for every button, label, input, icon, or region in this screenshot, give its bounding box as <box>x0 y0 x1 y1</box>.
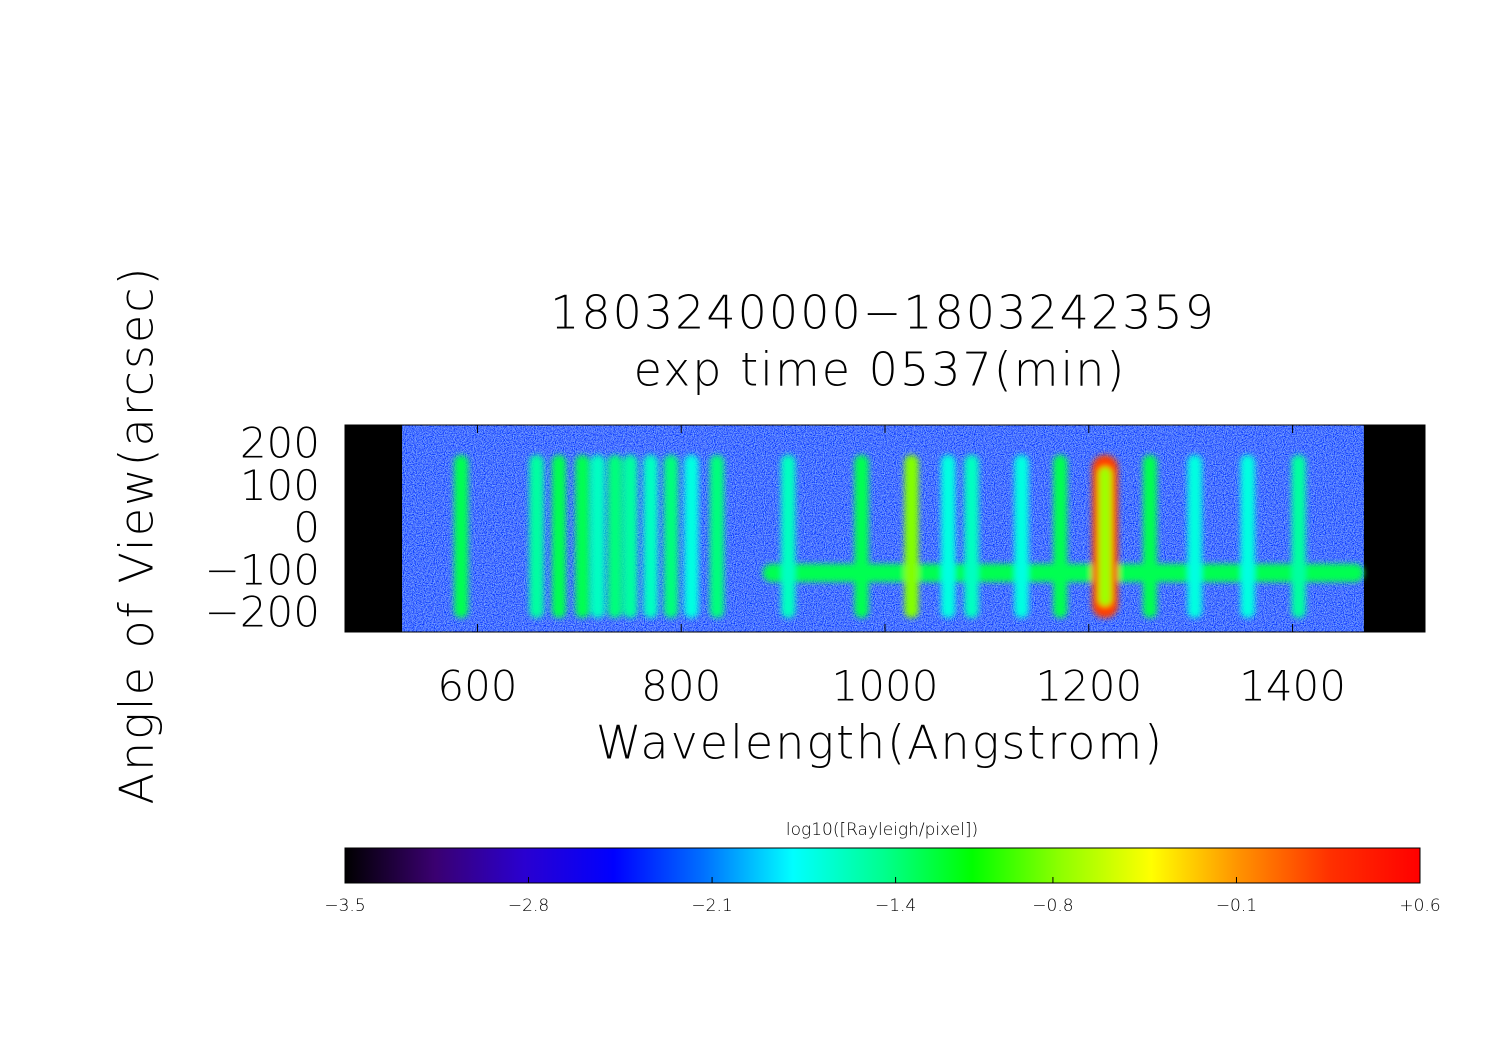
emission-line <box>590 455 605 618</box>
colorbar-tick-label: −1.4 <box>875 896 916 916</box>
emission-line <box>941 455 956 618</box>
colorbar-tick-label: −3.5 <box>324 896 365 916</box>
colorbar-tick-label: −0.1 <box>1216 896 1257 916</box>
colorbar-tick-label: −2.8 <box>508 896 549 916</box>
emission-core <box>1098 467 1112 606</box>
emission-line <box>1240 455 1255 618</box>
y-tick-label: 100 <box>240 461 320 510</box>
sky-background <box>402 425 1364 632</box>
emission-line <box>623 455 638 618</box>
emission-line <box>1053 455 1068 618</box>
emission-line <box>664 455 679 618</box>
emission-line <box>1142 455 1157 618</box>
y-tick-label: −100 <box>205 545 320 594</box>
emission-line <box>684 455 699 618</box>
y-tick-label: −200 <box>205 588 320 637</box>
x-tick-label: 800 <box>641 662 721 711</box>
emission-line <box>1291 455 1306 618</box>
emission-line <box>854 455 869 618</box>
y-tick-label: 0 <box>293 503 320 552</box>
colorbar-label: log10([Rayleigh/pixel]) <box>786 820 978 840</box>
plot-area <box>344 424 1426 633</box>
x-tick-label: 1200 <box>1035 662 1142 711</box>
emission-line <box>643 455 658 618</box>
y-axis-label: Angle of View(arcsec) <box>110 266 164 805</box>
emission-line <box>608 455 622 618</box>
colorbar-tick-label: +0.6 <box>1399 896 1440 916</box>
x-axis-label: Wavelength(Angstrom) <box>596 716 1164 770</box>
emission-line <box>1187 455 1202 618</box>
emission-line <box>454 455 469 618</box>
colorbar <box>344 847 1421 884</box>
emission-line <box>575 455 590 618</box>
chart-title: 1803240000−1803242359 <box>550 286 1216 340</box>
emission-line <box>781 455 796 618</box>
emission-group <box>454 455 1364 618</box>
colorbar-tick-label: −0.8 <box>1032 896 1073 916</box>
colorbar-tick-label: −2.1 <box>691 896 732 916</box>
emission-line <box>904 455 919 618</box>
emission-line <box>1014 455 1029 618</box>
x-tick-label: 1000 <box>832 662 939 711</box>
emission-line <box>964 455 979 618</box>
x-tick-label: 1400 <box>1239 662 1346 711</box>
emission-line <box>529 455 544 618</box>
emission-line <box>551 455 566 618</box>
emission-line <box>709 455 724 618</box>
x-tick-label: 600 <box>437 662 517 711</box>
chart-subtitle: exp time 0537(min) <box>634 343 1127 397</box>
y-tick-label: 200 <box>240 419 320 468</box>
